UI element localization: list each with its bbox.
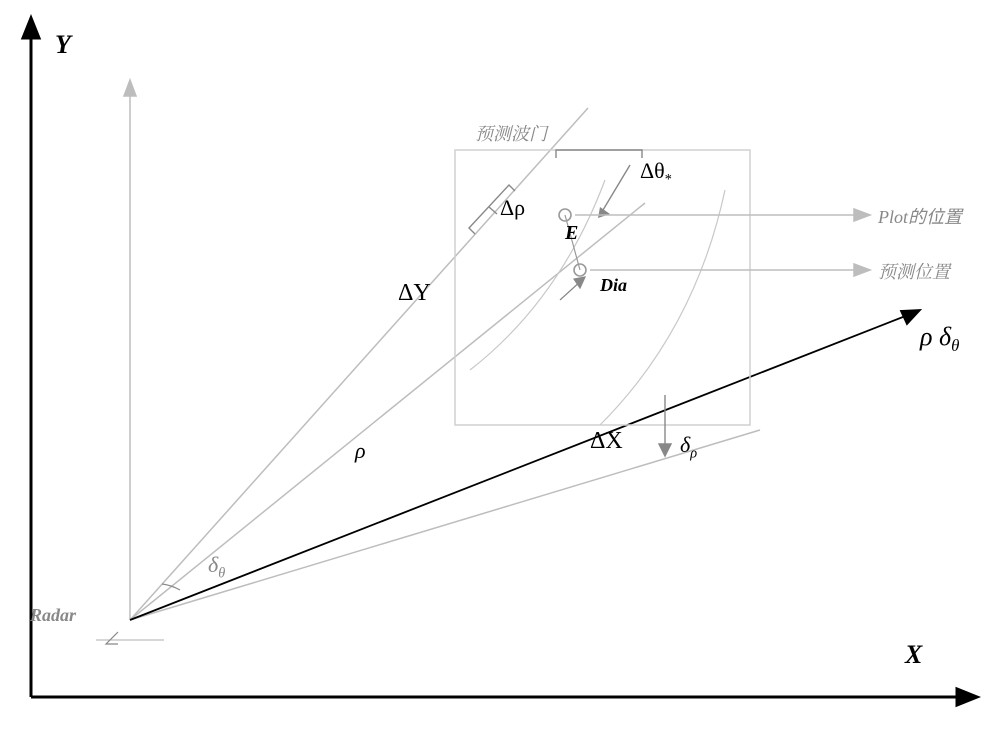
radar-label: Radar [30, 605, 76, 626]
plot-leader [575, 209, 870, 221]
rho-delta-theta-label: ρ δθ [920, 322, 959, 356]
diagram-svg [0, 0, 1000, 729]
delta-y-label: ΔY [398, 280, 431, 307]
plot-pos-label: Plot的位置 [878, 203, 962, 229]
central-line [130, 310, 920, 620]
predicted-pos-label: 预测位置 [878, 258, 950, 284]
faint-y-axis [124, 80, 136, 620]
delta-theta-top-label: Δθ* [640, 158, 672, 188]
delta-x-label: ΔX [590, 428, 623, 455]
delta-theta-top-sub: * [665, 171, 672, 187]
delta-theta-top-bracket [556, 150, 642, 218]
x-axis-label: X [905, 640, 922, 670]
delta-rho-small-label: δρ [680, 432, 697, 462]
delta-theta-apex-sym: δ [208, 552, 218, 577]
arc-outer [600, 190, 725, 425]
rho-delta-theta-sub: θ [951, 336, 959, 355]
apex-bracket [106, 632, 118, 644]
delta-theta-apex-label: δθ [208, 552, 225, 582]
delta-theta-apex-sub: θ [218, 565, 225, 581]
delta-rho-small-sym: δ [680, 432, 690, 457]
rho-label: ρ [355, 438, 366, 464]
diagram-canvas: Y X Radar 预测波门 Plot的位置 预测位置 E Dia ρ ΔY Δ… [0, 0, 1000, 729]
gate-label: 预测波门 [475, 120, 547, 146]
delta-rho-small-sub: ρ [690, 445, 697, 461]
e-label: E [565, 222, 578, 245]
delta-theta-top-text: Δθ [640, 158, 665, 183]
y-axis-label: Y [55, 30, 71, 60]
rho-delta-theta-text: ρ δ [920, 322, 951, 351]
dia-label: Dia [600, 275, 627, 296]
delta-rho-label: Δρ [500, 195, 525, 221]
dia-arrow [560, 277, 585, 300]
predicted-leader [590, 264, 870, 276]
